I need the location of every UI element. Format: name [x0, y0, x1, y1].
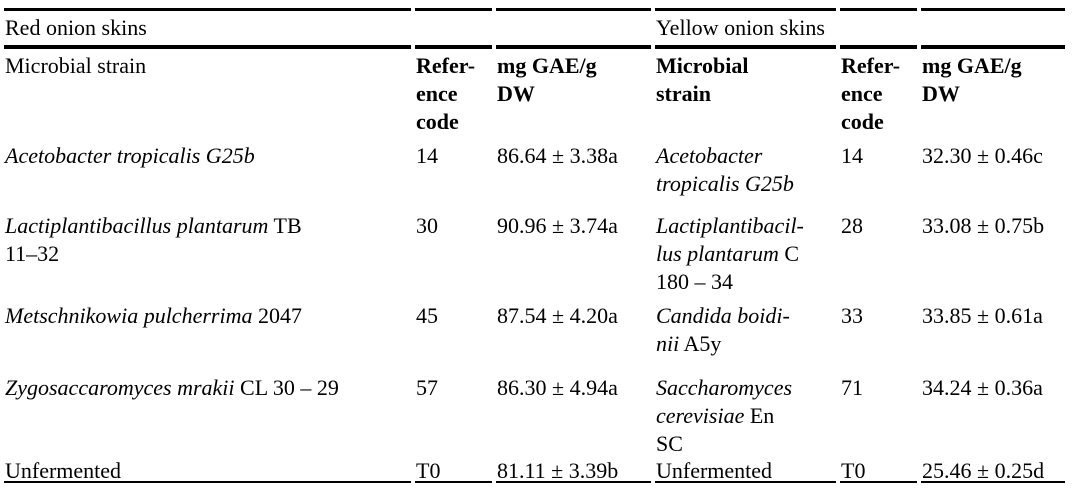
spacer-cell — [415, 8, 492, 49]
yellow-reference-code-column-header: Refer- ence code — [840, 49, 917, 140]
strain-name-regular: A5y — [679, 331, 722, 356]
strain-name-regular: En SC — [656, 403, 775, 456]
yellow-value-cell: 32.30 ± 0.46c — [921, 140, 1065, 210]
strain-name-italic: Lactiplantibacil- lus plantarum — [656, 213, 804, 266]
paper-table: Red onion skins Yellow onion skins Micro… — [4, 8, 1065, 483]
yellow-value-cell: 34.24 ± 0.36a — [921, 372, 1065, 455]
strain-name-italic: Saccharomyces cerevisiae — [656, 375, 793, 428]
yellow-value-cell: 33.08 ± 0.75b — [921, 210, 1065, 300]
red-strain-column-header: Microbial strain — [4, 49, 411, 140]
red-reference-code-cell: 45 — [415, 300, 492, 372]
red-reference-code-cell: T0 — [415, 455, 492, 483]
yellow-reference-code-cell: T0 — [840, 455, 917, 483]
yellow-strain-column-header: Microbial strain — [655, 49, 836, 140]
red-mg-gae-column-header: mg GAE/g DW — [496, 49, 651, 140]
strain-name-regular: Unfermented — [5, 458, 122, 483]
reference-code: 28 — [841, 213, 863, 238]
yellow-strain-cell: Acetobacter tropicalis G25b — [655, 140, 836, 210]
yellow-group-header-label: Yellow onion skins — [656, 15, 825, 40]
strain-name-italic: Metschnikowia pulcherrima — [5, 303, 253, 328]
spacer-cell — [921, 8, 1065, 49]
red-value-cell: 90.96 ± 3.74a — [496, 210, 651, 300]
strain-name-italic: Acetobacter tropicalis G25b — [5, 143, 255, 168]
red-reference-code-cell: 14 — [415, 140, 492, 210]
gae-value: 90.96 ± 3.74a — [497, 213, 618, 238]
red-mg-gae-label: mg GAE/g DW — [497, 53, 597, 106]
yellow-value-cell: 25.46 ± 0.25d — [921, 455, 1065, 483]
gae-value: 33.08 ± 0.75b — [922, 213, 1045, 238]
red-reference-code-cell: 57 — [415, 372, 492, 455]
gae-value: 34.24 ± 0.36a — [922, 375, 1043, 400]
gae-value: 86.64 ± 3.38a — [497, 143, 618, 168]
reference-code: T0 — [841, 458, 866, 483]
strain-name-regular: TB 11–32 — [5, 213, 302, 266]
strain-name-italic: Lactiplantibacillus plantarum — [5, 213, 269, 238]
red-strain-cell: Zygosaccaromyces mrakii CL 30 – 29 — [4, 372, 411, 455]
yellow-reference-code-cell: 71 — [840, 372, 917, 455]
red-value-cell: 81.11 ± 3.39b — [496, 455, 651, 483]
gae-value: 87.54 ± 4.20a — [497, 303, 618, 328]
reference-code: 57 — [416, 375, 438, 400]
yellow-strain-cell: Lactiplantibacil- lus plantarum C 180 – … — [655, 210, 836, 300]
red-strain-column-header-label: Microbial strain — [5, 53, 147, 78]
yellow-reference-code-cell: 33 — [840, 300, 917, 372]
strain-name-italic: Zygosaccaromyces mrakii — [5, 375, 235, 400]
red-reference-code-cell: 30 — [415, 210, 492, 300]
yellow-strain-column-header-label: Microbial strain — [656, 53, 749, 106]
spacer-cell — [840, 8, 917, 49]
reference-code: 33 — [841, 303, 863, 328]
strain-name-regular: 2047 — [252, 303, 302, 328]
strain-name-regular: Unfermented — [656, 458, 773, 483]
strain-name-italic: Candida boidi- nii — [656, 303, 790, 356]
reference-code: 45 — [416, 303, 438, 328]
yellow-mg-gae-column-header: mg GAE/g DW — [921, 49, 1065, 140]
yellow-reference-code-cell: 14 — [840, 140, 917, 210]
strain-name-regular: C 180 – 34 — [656, 241, 800, 294]
red-value-cell: 86.64 ± 3.38a — [496, 140, 651, 210]
red-value-cell: 87.54 ± 4.20a — [496, 300, 651, 372]
gae-value: 32.30 ± 0.46c — [922, 143, 1043, 168]
reference-code: 71 — [841, 375, 863, 400]
red-group-header-label: Red onion skins — [5, 15, 147, 40]
gae-value: 25.46 ± 0.25d — [922, 458, 1045, 483]
gae-value: 33.85 ± 0.61a — [922, 303, 1043, 328]
strain-name-regular: CL 30 – 29 — [234, 375, 339, 400]
spacer-cell — [496, 8, 651, 49]
red-reference-code-label: Refer- ence code — [416, 53, 476, 134]
yellow-mg-gae-label: mg GAE/g DW — [922, 53, 1022, 106]
yellow-value-cell: 33.85 ± 0.61a — [921, 300, 1065, 372]
red-strain-cell: Lactiplantibacillus plantarum TB 11–32 — [4, 210, 411, 300]
red-group-header: Red onion skins — [4, 8, 411, 49]
red-strain-cell: Unfermented — [4, 455, 411, 483]
yellow-reference-code-cell: 28 — [840, 210, 917, 300]
yellow-strain-cell: Saccharomyces cerevisiae En SC — [655, 372, 836, 456]
reference-code: T0 — [416, 458, 441, 483]
yellow-strain-cell: Unfermented — [655, 455, 836, 483]
red-reference-code-column-header: Refer- ence code — [415, 49, 492, 140]
yellow-strain-cell: Candida boidi- nii A5y — [655, 300, 836, 372]
gae-value: 86.30 ± 4.94a — [497, 375, 618, 400]
reference-code: 14 — [841, 143, 863, 168]
reference-code: 14 — [416, 143, 438, 168]
gae-value: 81.11 ± 3.39b — [497, 458, 619, 483]
strain-name-italic: Acetobacter tropicalis G25b — [656, 143, 794, 196]
reference-code: 30 — [416, 213, 438, 238]
yellow-group-header: Yellow onion skins — [655, 8, 836, 49]
red-strain-cell: Acetobacter tropicalis G25b — [4, 140, 411, 210]
yellow-reference-code-label: Refer- ence code — [841, 53, 901, 134]
red-strain-cell: Metschnikowia pulcherrima 2047 — [4, 300, 411, 372]
red-value-cell: 86.30 ± 4.94a — [496, 372, 651, 455]
